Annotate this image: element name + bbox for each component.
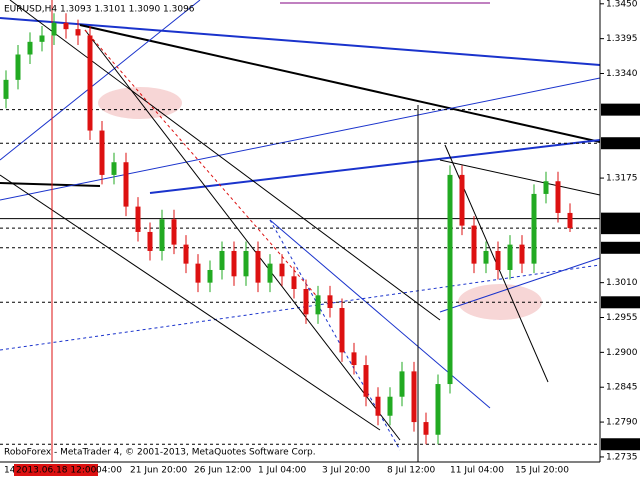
candle-body [171, 219, 177, 245]
candle-body [387, 396, 393, 416]
level-box [601, 212, 640, 225]
x-tick-label: 2013.06.18 12:00 [16, 466, 97, 476]
level-label: 1.3096 [606, 224, 638, 234]
candle-body [447, 174, 453, 385]
level-label: 1.3230 [606, 139, 638, 149]
candle-body [303, 288, 309, 315]
candle-body [3, 79, 9, 99]
candle-body [99, 130, 105, 175]
candle-body [399, 371, 405, 397]
candle-body [315, 295, 321, 315]
candle-body [423, 422, 429, 435]
y-tick-label: 1.3395 [606, 34, 638, 44]
level-label: 1.3111 [606, 214, 638, 224]
trend-lines [0, 0, 601, 462]
candle-body [435, 384, 441, 435]
y-tick-label: 1.3340 [606, 69, 638, 79]
candle-body [207, 269, 213, 283]
candle-body [219, 250, 225, 270]
x-tick-label: 11 Jul 04:00 [450, 466, 504, 476]
candle-body [39, 35, 45, 42]
level-label: 1.2755 [606, 440, 638, 450]
x-tick-label: 26 Jun 12:00 [194, 466, 251, 476]
x-tick-label: 1 Jul 04:00 [258, 466, 307, 476]
candle-body [267, 263, 273, 283]
candle-body [495, 250, 501, 270]
y-tick-label: 1.2845 [606, 383, 638, 393]
candle-body [351, 352, 357, 366]
candle-body [555, 181, 561, 213]
candle-body [51, 22, 57, 36]
chart-title: EURUSD,H4 1.3093 1.3101 1.3090 1.3096 [4, 5, 195, 15]
x-tick-label: 21 Jun 20:00 [130, 466, 187, 476]
candle-body [135, 206, 141, 232]
candle-body [75, 29, 81, 36]
x-tick-label: 3 Jul 20:00 [322, 466, 371, 476]
candle-body [339, 308, 345, 353]
x-tick-label: 15 Jul 20:00 [515, 466, 569, 476]
candle-body [471, 225, 477, 264]
level-label: 1.3283 [606, 105, 638, 115]
candle-body [87, 35, 93, 131]
x-tick-label: 04:00 [96, 466, 122, 476]
level-label: 1.3065 [606, 243, 638, 253]
candle-body [183, 244, 189, 264]
candle-body [279, 263, 285, 277]
candle-body [159, 219, 165, 251]
x-tick-label: 8 Jul 12:00 [387, 466, 436, 476]
candle-body [255, 250, 261, 283]
candle-body [519, 244, 525, 264]
candle-body [111, 162, 117, 175]
candle-body [483, 250, 489, 264]
level-box [601, 137, 640, 150]
level-box [601, 296, 640, 309]
level-box [601, 438, 640, 451]
candle-body [123, 162, 129, 207]
candle-body [243, 250, 249, 277]
candle-body [15, 54, 21, 80]
y-tick-label: 1.2955 [606, 313, 638, 323]
candle-body [531, 193, 537, 264]
x-tick-label: 14 [4, 466, 16, 476]
candle-body [363, 365, 369, 397]
candle-body [147, 231, 153, 251]
candle-body [507, 244, 513, 270]
candle-body [567, 212, 573, 229]
level-box [601, 222, 640, 235]
candle-body [195, 263, 201, 283]
candle-body [231, 250, 237, 277]
level-label: 1.2979 [606, 298, 638, 308]
y-tick-label: 1.3450 [606, 0, 638, 9]
candle-body [63, 22, 69, 30]
candle-body [459, 174, 465, 226]
y-tick-label: 1.2735 [606, 452, 638, 462]
candle-body [375, 396, 381, 416]
footer: RoboForex - MetaTrader 4, © 2001-2013, M… [4, 448, 316, 458]
y-tick-label: 1.2790 [606, 418, 638, 428]
candle-body [327, 295, 333, 308]
y-tick-label: 1.3010 [606, 278, 638, 288]
y-tick-label: 1.3175 [606, 174, 638, 184]
candle-body [411, 371, 417, 423]
level-box [601, 103, 640, 116]
candle-body [27, 41, 33, 55]
candle-body [543, 181, 549, 194]
y-tick-label: 1.2900 [606, 348, 638, 358]
candle-body [291, 276, 297, 289]
cursor-date-box [14, 464, 98, 476]
level-box [601, 241, 640, 254]
